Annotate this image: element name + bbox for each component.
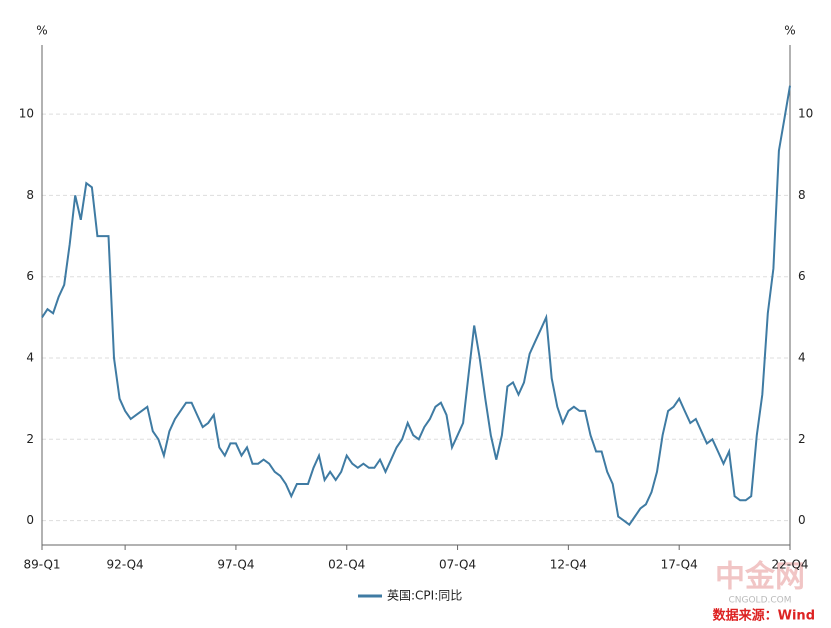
y2-tick-label: 8 — [798, 188, 806, 202]
x-tick-label: 17-Q4 — [661, 558, 698, 572]
x-tick-label: 89-Q1 — [23, 558, 60, 572]
y2-tick-label: 6 — [798, 269, 806, 283]
line — [41, 85, 791, 527]
y-tick-label: 10 — [19, 107, 34, 121]
x-tick-label: 12-Q4 — [550, 558, 587, 572]
x-tick-label: 07-Q4 — [439, 558, 476, 572]
legend-label: 英国:CPI:同比 — [387, 589, 462, 603]
watermark-sub: CNGOLD.COM — [728, 596, 791, 606]
y-tick-label: 0 — [26, 513, 34, 527]
x-tick-label: 02-Q4 — [328, 558, 365, 572]
x-tick-label: 22-Q4 — [771, 558, 808, 572]
y2-tick-label: 10 — [798, 107, 813, 121]
watermark: 中金网 — [715, 560, 805, 595]
source: 数据来源：Wind — [713, 608, 815, 624]
y2-tick-label: 2 — [798, 432, 806, 446]
y2-tick-label: 0 — [798, 513, 806, 527]
y-tick-label: 2 — [26, 432, 34, 446]
y-tick-label: 4 — [26, 351, 34, 365]
y-unit-left: % — [36, 24, 47, 38]
y2-tick-label: 4 — [798, 351, 806, 365]
x-tick-label: 92-Q4 — [107, 558, 144, 572]
y-tick-label: 6 — [26, 269, 34, 283]
y-tick-label: 8 — [26, 188, 34, 202]
y-unit-right: % — [784, 24, 795, 38]
x-tick-label: 97-Q4 — [217, 558, 254, 572]
